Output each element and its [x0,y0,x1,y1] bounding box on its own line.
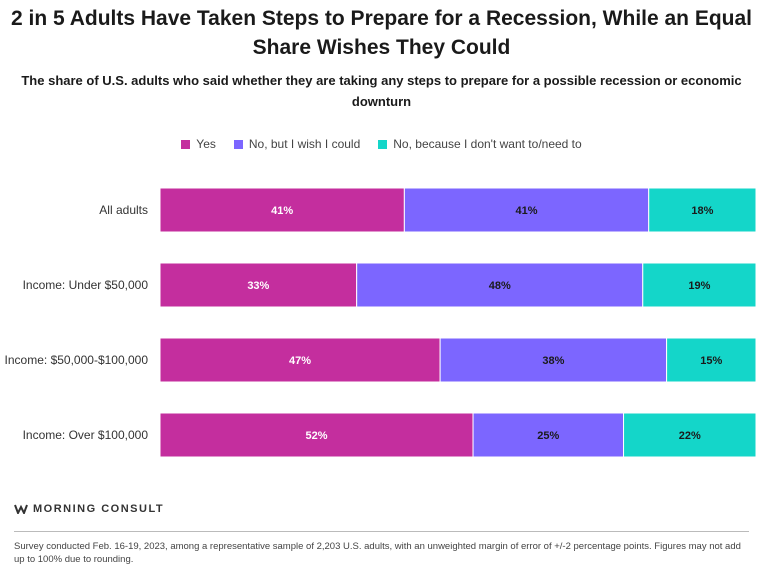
data-label: 47% [289,355,311,367]
legend-label-yes: Yes [196,137,216,151]
data-label: 48% [489,280,511,292]
legend-item-dont-want: No, because I don't want to/need to [378,137,582,151]
bar-segment [623,412,757,458]
bar-segment [159,187,405,233]
data-label: 19% [688,280,710,292]
stacked-bar-chart: All adults 41% 41% 18% Income: Under $50,000… [5,187,757,458]
category-label: Income: Under $50,000 [23,278,149,292]
category-label: All adults [99,203,148,217]
bar-segment [159,337,441,383]
data-label: 41% [271,205,293,217]
chart-subtitle: The share of U.S. adults who said whethe… [21,73,742,109]
data-label: 38% [542,355,564,367]
category-label: Income: $50,000-$100,000 [5,353,149,367]
data-label: 15% [700,355,722,367]
bar-segment [439,337,668,383]
legend-swatch-dont-want [378,139,388,149]
data-label: 41% [516,205,538,217]
bar-segment [648,187,757,233]
brand-logo: MORNING CONSULT [14,503,164,515]
brand-name: MORNING CONSULT [33,503,165,515]
legend-label-dont-want: No, because I don't want to/need to [393,137,582,151]
bar-segment [666,337,757,383]
legend-item-wish: No, but I wish I could [233,137,361,151]
bar-segment [159,412,474,458]
legend: Yes No, but I wish I could No, because I… [0,137,763,151]
bar-segment [472,412,625,458]
category-label: Income: Over $100,000 [23,428,149,442]
legend-label-wish: No, but I wish I could [248,137,361,151]
bar-segment [642,262,757,308]
legend-swatch-wish [233,139,243,149]
morning-consult-logo-icon [14,504,28,514]
data-label: 18% [691,205,713,217]
legend-swatch-yes [181,139,191,149]
chart-title: 2 in 5 Adults Have Taken Steps to Prepar… [10,7,753,59]
data-label: 52% [306,430,328,442]
legend-item-yes: Yes [181,137,216,151]
footnote: Survey conducted Feb. 16-19, 2023, among… [14,541,741,565]
bar-segment [159,262,358,308]
data-label: 33% [247,280,269,292]
bar-segment [403,187,650,233]
data-label: 25% [537,430,559,442]
data-label: 22% [679,430,701,442]
footer-divider [14,531,749,532]
